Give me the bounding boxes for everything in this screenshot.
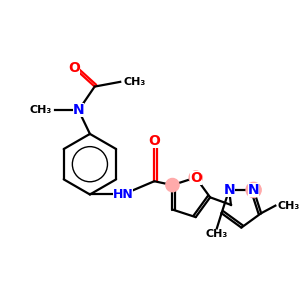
Text: CH₃: CH₃ bbox=[277, 201, 299, 211]
Text: N: N bbox=[248, 183, 260, 197]
Circle shape bbox=[189, 171, 202, 184]
Text: N: N bbox=[223, 183, 235, 197]
Circle shape bbox=[166, 178, 179, 192]
Text: CH₃: CH₃ bbox=[123, 77, 145, 87]
Text: N: N bbox=[73, 103, 84, 117]
Text: CH₃: CH₃ bbox=[30, 105, 52, 115]
Text: HN: HN bbox=[113, 188, 134, 201]
Text: O: O bbox=[68, 61, 80, 75]
Text: O: O bbox=[148, 134, 160, 148]
Text: O: O bbox=[190, 170, 202, 184]
Text: CH₃: CH₃ bbox=[206, 229, 228, 239]
Circle shape bbox=[246, 182, 261, 197]
